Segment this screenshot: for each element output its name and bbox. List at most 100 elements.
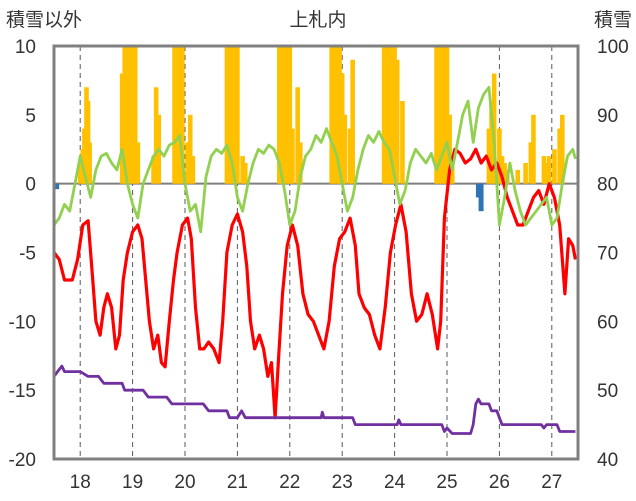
precip-bar-72 bbox=[544, 163, 549, 184]
bars bbox=[54, 46, 565, 212]
left-tick-label: -20 bbox=[9, 450, 36, 471]
left-tick-label: 0 bbox=[25, 175, 36, 196]
precip-bar-33 bbox=[284, 46, 290, 184]
precip-bar-29 bbox=[242, 163, 248, 184]
precip-bar-47 bbox=[384, 46, 390, 184]
lines bbox=[52, 85, 577, 435]
precip-bar-21 bbox=[187, 114, 193, 184]
precip-bar-6 bbox=[119, 73, 125, 184]
right-tick-label: 80 bbox=[597, 175, 618, 196]
x-tick-label: 22 bbox=[279, 472, 300, 493]
right-tick-label: 60 bbox=[597, 312, 618, 333]
precip-bar-56 bbox=[442, 46, 447, 184]
precip-bar-17 bbox=[174, 46, 180, 184]
precip-bar-70 bbox=[531, 114, 536, 184]
precip-bar-43 bbox=[342, 114, 348, 184]
left-tick-label: -15 bbox=[9, 381, 36, 402]
precip-bar-51 bbox=[394, 59, 400, 184]
precip-bar-34 bbox=[287, 46, 293, 184]
left-tick-label: -5 bbox=[19, 244, 36, 265]
precip-bar-57 bbox=[444, 46, 450, 184]
precip-bar-41 bbox=[337, 46, 342, 184]
precip-bar-48 bbox=[387, 46, 392, 184]
precip-bar-64 bbox=[499, 156, 505, 184]
precip-bar-61 bbox=[489, 101, 494, 184]
precip-bar-73 bbox=[546, 156, 552, 184]
precip-bar-49 bbox=[389, 46, 395, 184]
precip-bar-11 bbox=[132, 46, 138, 184]
precip-bar-68 bbox=[523, 163, 528, 184]
right-axis-label: 積雪 bbox=[594, 9, 632, 31]
series-snow_depth_purple bbox=[52, 364, 576, 435]
precip-bar-35 bbox=[290, 128, 295, 184]
precip-bar-26 bbox=[232, 46, 238, 184]
precip-bar-71 bbox=[541, 156, 547, 184]
precip-bar-9 bbox=[127, 46, 133, 184]
precip-bar-32 bbox=[282, 46, 287, 184]
precip-bar-37 bbox=[297, 142, 303, 184]
precip-bar-14 bbox=[153, 87, 159, 184]
precip-bar-18 bbox=[177, 46, 183, 184]
series-temperature_red bbox=[52, 147, 577, 420]
precip-bar-13 bbox=[151, 156, 156, 184]
x-tick-label: 19 bbox=[122, 472, 143, 493]
precip-bar-10 bbox=[130, 46, 135, 184]
precip-bar-36 bbox=[295, 87, 300, 184]
left-tick-label: 5 bbox=[25, 106, 36, 127]
right-tick-label: 40 bbox=[597, 450, 618, 471]
blue-bar-1 bbox=[475, 183, 481, 198]
precip-bar-39 bbox=[332, 46, 337, 184]
precip-bar-16 bbox=[172, 46, 177, 184]
precip-bar-52 bbox=[400, 101, 405, 184]
precip-bar-63 bbox=[497, 128, 502, 184]
left-tick-label: 10 bbox=[15, 37, 36, 58]
left-axis-label: 積雪以外 bbox=[6, 9, 82, 31]
precip-bar-0 bbox=[77, 163, 83, 184]
precip-bar-24 bbox=[227, 46, 232, 184]
right-tick-label: 70 bbox=[597, 244, 618, 265]
precip-bar-30 bbox=[277, 46, 282, 184]
precip-bar-31 bbox=[279, 46, 285, 184]
precip-bar-25 bbox=[229, 46, 235, 184]
precip-bar-67 bbox=[515, 169, 521, 184]
x-tick-label: 24 bbox=[384, 472, 406, 493]
precip-bar-76 bbox=[559, 114, 565, 184]
precip-bar-38 bbox=[329, 46, 335, 184]
precip-bar-53 bbox=[434, 46, 439, 184]
precip-bar-8 bbox=[125, 46, 130, 184]
blue-bar-0 bbox=[54, 183, 60, 190]
x-tick-label: 21 bbox=[227, 472, 248, 493]
precip-bar-75 bbox=[557, 128, 562, 184]
precip-bar-23 bbox=[224, 46, 230, 184]
precip-bar-46 bbox=[381, 46, 387, 184]
x-tick-label: 20 bbox=[174, 472, 195, 493]
precip-bar-45 bbox=[350, 59, 355, 184]
precip-bar-65 bbox=[502, 163, 507, 184]
x-tick-label: 23 bbox=[332, 472, 353, 493]
precip-bar-28 bbox=[240, 156, 245, 184]
right-tick-label: 90 bbox=[597, 106, 618, 127]
precip-bar-5 bbox=[87, 142, 92, 184]
plot-frame bbox=[52, 44, 580, 461]
precip-bar-69 bbox=[528, 142, 534, 184]
precip-bar-27 bbox=[235, 46, 240, 184]
precip-bar-42 bbox=[339, 73, 345, 184]
x-tick-label: 18 bbox=[70, 472, 91, 493]
precip-bar-19 bbox=[180, 46, 185, 184]
precip-bar-74 bbox=[552, 149, 557, 184]
precip-bar-55 bbox=[439, 46, 445, 184]
precip-bar-7 bbox=[122, 46, 128, 184]
series-green_line bbox=[52, 85, 577, 234]
right-tick-label: 100 bbox=[597, 37, 629, 58]
x-tick-label: 25 bbox=[436, 472, 457, 493]
precip-bar-50 bbox=[392, 46, 397, 184]
right-tick-label: 50 bbox=[597, 381, 618, 402]
left-tick-label: -10 bbox=[9, 312, 36, 333]
x-tick-label: 26 bbox=[489, 472, 510, 493]
precip-bar-44 bbox=[347, 128, 353, 184]
chart-title: 上札内 bbox=[289, 9, 346, 31]
precip-bar-40 bbox=[334, 46, 340, 184]
